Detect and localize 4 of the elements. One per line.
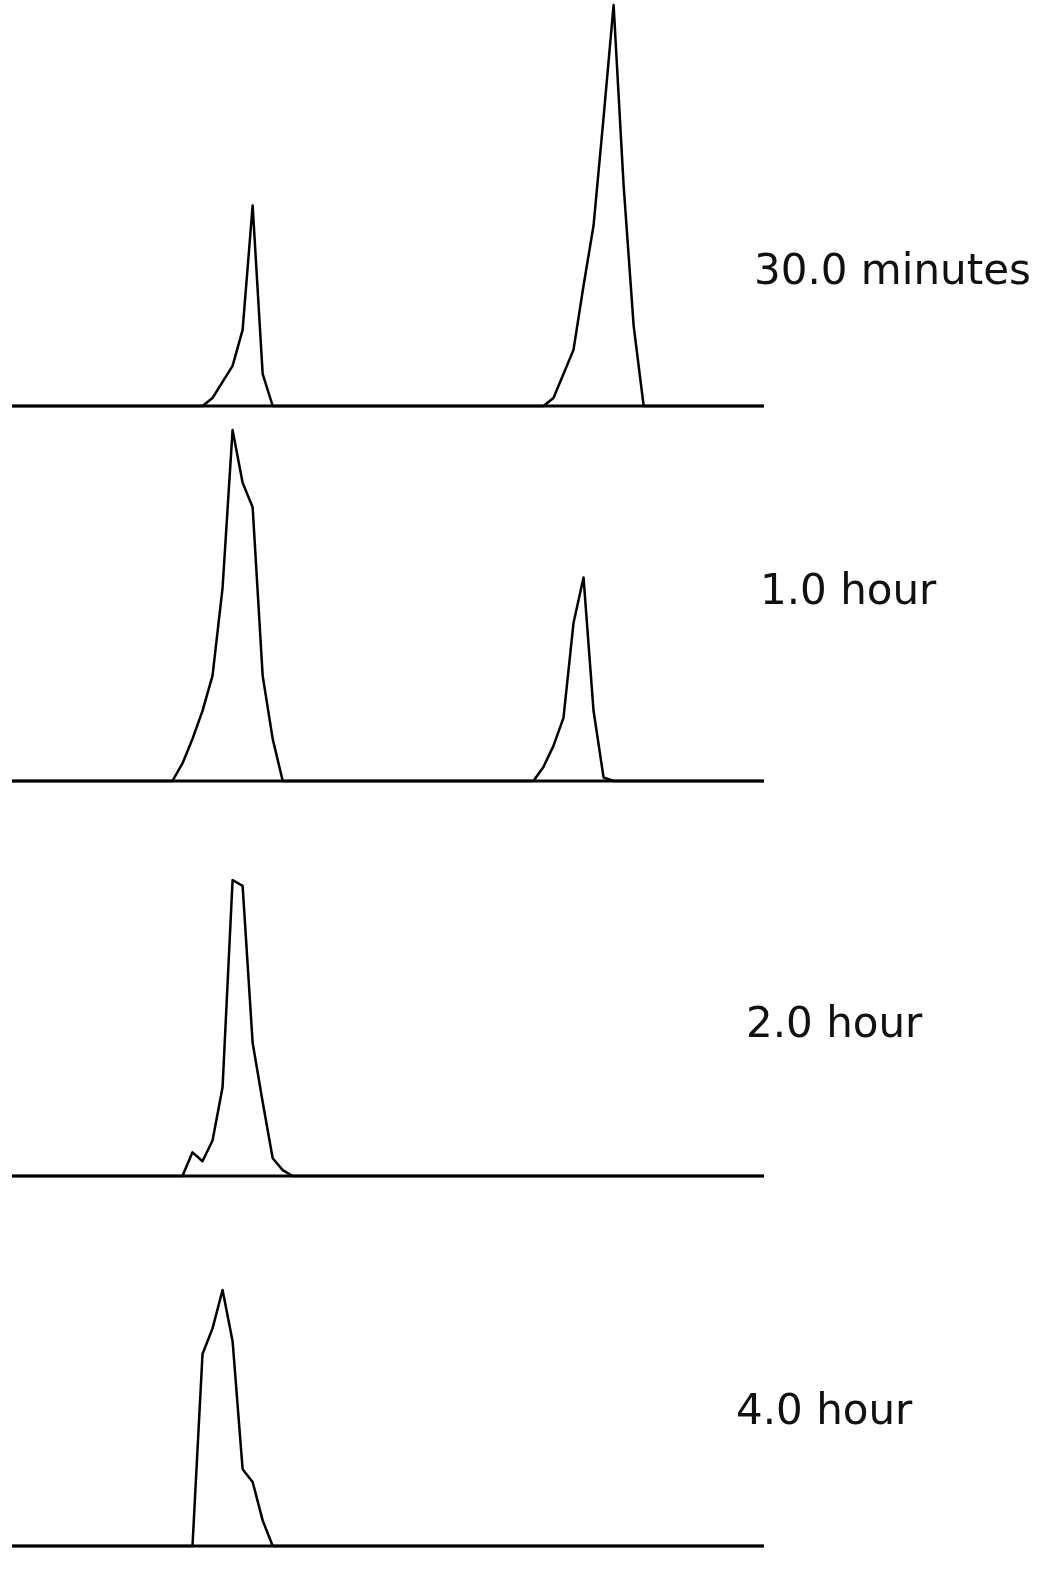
text: 1.0 hour xyxy=(760,565,937,614)
text: 4.0 hour xyxy=(736,1385,913,1434)
text: 30.0 minutes xyxy=(754,245,1031,294)
text: 2.0 hour xyxy=(746,998,923,1047)
